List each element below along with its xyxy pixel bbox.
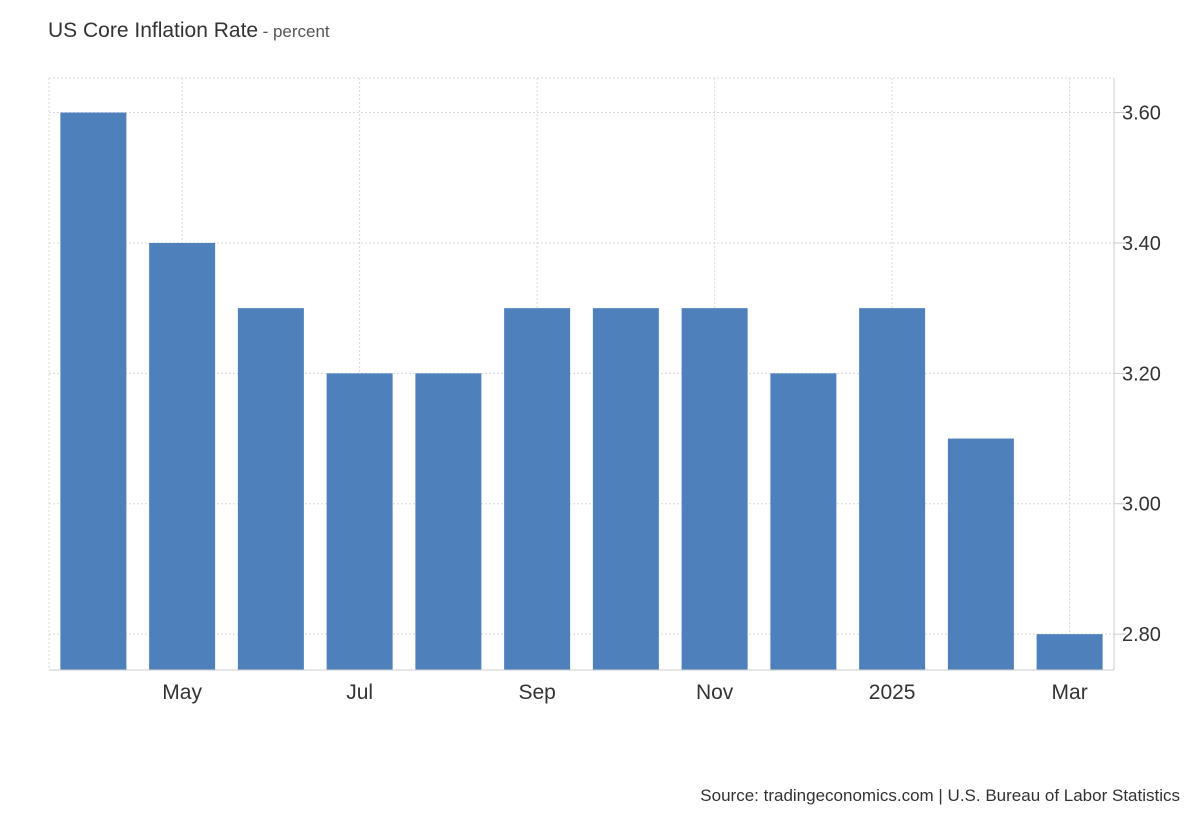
x-tick-label: Jul bbox=[346, 681, 373, 704]
x-tick-label: May bbox=[162, 681, 202, 704]
x-tick-label: Mar bbox=[1052, 681, 1088, 704]
bar bbox=[859, 308, 926, 670]
y-tick-label: 2.80 bbox=[1122, 624, 1161, 646]
bar bbox=[149, 242, 216, 670]
bar bbox=[326, 373, 393, 670]
y-tick-label: 3.40 bbox=[1122, 233, 1161, 255]
bar bbox=[415, 373, 482, 670]
chart-title-row: US Core Inflation Rate - percent bbox=[48, 19, 330, 43]
x-tick-label: Nov bbox=[696, 681, 734, 704]
bar bbox=[681, 308, 748, 670]
bar bbox=[592, 308, 659, 670]
y-tick-label: 3.20 bbox=[1122, 363, 1161, 385]
x-tick-label: 2025 bbox=[869, 681, 916, 704]
source-credit: Source: tradingeconomics.com | U.S. Bure… bbox=[700, 786, 1180, 805]
bar bbox=[60, 112, 127, 671]
y-tick-label: 3.00 bbox=[1122, 494, 1161, 516]
bar bbox=[947, 438, 1014, 670]
bar bbox=[770, 373, 837, 670]
bar bbox=[1036, 634, 1103, 670]
y-tick-label: 3.60 bbox=[1122, 103, 1161, 125]
x-tick-label: Sep bbox=[518, 681, 555, 704]
bar bbox=[237, 308, 304, 670]
chart-subtitle: - percent bbox=[262, 22, 330, 41]
bar bbox=[504, 308, 571, 670]
bar-chart: 2.80 3.00 3.20 3.40 3.60 May Jul Sep Nov 2025 Mar bbox=[48, 77, 1161, 704]
chart-title: US Core Inflation Rate bbox=[48, 19, 259, 42]
